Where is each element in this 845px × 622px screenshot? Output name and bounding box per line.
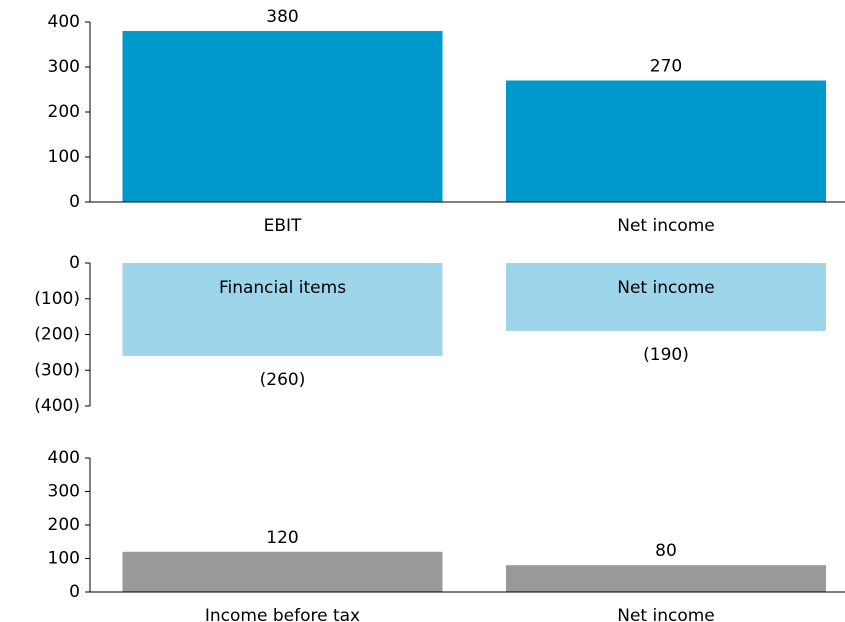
x-tick-label: EBIT [264,216,302,236]
bar [506,565,826,592]
y-tick-label: 200 [48,102,80,122]
y-tick-label: (300) [34,360,80,380]
value-label: 380 [266,7,298,27]
y-tick-label: 300 [48,482,80,502]
y-tick-label: 100 [48,147,80,167]
value-label: 270 [650,57,682,77]
y-tick-label: (200) [34,325,80,345]
bar [122,551,443,592]
value-label: (260) [260,370,306,390]
y-tick-label: 400 [48,12,80,32]
y-tick-label: 400 [48,448,80,468]
y-tick-label: (400) [34,396,80,416]
bar [122,31,443,202]
bar [506,263,826,331]
y-tick-label: 200 [48,515,80,535]
y-tick-label: 100 [48,549,80,569]
y-tick-label: 0 [69,192,80,212]
x-tick-label: Income before tax [205,606,360,622]
category-label: Financial items [219,278,346,298]
y-tick-label: 300 [48,57,80,77]
category-label: Net income [617,278,715,298]
y-tick-label: 0 [69,582,80,602]
x-tick-label: Net income [617,216,715,236]
value-label: 80 [655,541,677,561]
y-tick-label: 0 [69,253,80,273]
value-label: 120 [266,528,298,548]
y-tick-label: (100) [34,289,80,309]
bar [122,263,443,356]
x-tick-label: Net income [617,606,715,622]
bar [506,80,826,202]
value-label: (190) [643,345,689,365]
